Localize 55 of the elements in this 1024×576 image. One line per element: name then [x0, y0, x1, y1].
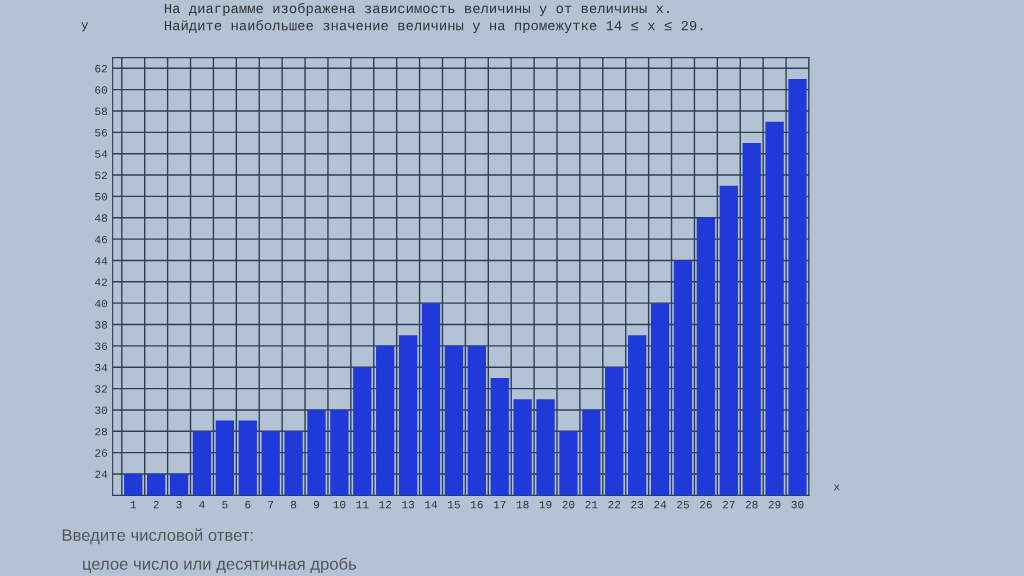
- x-tick-label: 17: [493, 500, 506, 509]
- x-tick-label: 28: [745, 500, 758, 509]
- x-tick-label: 30: [791, 500, 804, 509]
- y-tick-label: 30: [95, 406, 108, 415]
- y-tick-label: 58: [95, 107, 108, 116]
- x-tick-label: 2: [153, 500, 159, 509]
- x-axis-title: x: [833, 484, 840, 491]
- x-tick-label: 19: [539, 500, 552, 509]
- y-tick-label: 34: [95, 363, 108, 372]
- x-tick-label: 26: [700, 500, 712, 509]
- y-tick-label: 60: [95, 86, 108, 94]
- y-tick-label: 36: [95, 342, 108, 351]
- chart-title: На диаграмме изображена зависимость величины y от величины x. Найдите наибольшее значение величины y на промежутке 14 ≤ x ≤ 29.: [164, 2, 703, 34]
- x-tick-label: 11: [356, 500, 369, 509]
- x-tick-label: 22: [608, 500, 621, 509]
- y-axis-title: y: [81, 22, 89, 32]
- x-tick-label: 8: [290, 500, 297, 509]
- x-tick-label: 21: [585, 500, 598, 509]
- x-tick-label: 10: [333, 500, 346, 509]
- y-tick-label: 46: [95, 235, 108, 244]
- y-tick-label: 44: [95, 257, 108, 265]
- y-tick-label: 38: [95, 321, 108, 329]
- y-tick-label: 42: [95, 278, 107, 286]
- y-tick-label: 50: [95, 193, 108, 201]
- y-tick-label: 32: [95, 385, 107, 393]
- x-tick-label: 6: [245, 500, 251, 509]
- y-tick-label: 24: [95, 470, 108, 479]
- y-tick-label: 28: [95, 427, 108, 436]
- x-tick-label: 18: [516, 500, 529, 509]
- y-tick-label: 56: [95, 128, 108, 137]
- x-tick-label: 16: [470, 500, 483, 509]
- y-tick-label: 26: [95, 449, 108, 457]
- x-tick-label: 1: [130, 500, 137, 509]
- y-tick-label: 62: [95, 64, 107, 73]
- x-tick-label: 12: [379, 500, 392, 509]
- x-tick-label: 7: [268, 500, 274, 509]
- text: Введите числовой ответ:: [62, 528, 253, 545]
- y-tick-label: 48: [95, 214, 108, 222]
- y-tick-label: 54: [95, 150, 108, 158]
- x-tick-label: 5: [222, 500, 228, 509]
- text: целое число или десятичная дробь: [83, 557, 357, 574]
- x-tick-label: 23: [631, 500, 644, 509]
- x-tick-label: 20: [562, 500, 575, 509]
- y-tick-label: 40: [95, 299, 108, 308]
- x-tick-label: 13: [402, 500, 415, 509]
- x-tick-label: 29: [768, 500, 781, 509]
- x-tick-label: 14: [425, 500, 438, 509]
- x-tick-label: 4: [199, 500, 205, 509]
- x-tick-label: 15: [448, 500, 460, 509]
- x-tick-label: 3: [176, 500, 182, 509]
- x-tick-label: 9: [313, 500, 320, 509]
- x-tick-label: 25: [677, 500, 689, 509]
- x-tick-label: 27: [722, 500, 735, 509]
- x-tick-label: 24: [654, 500, 667, 509]
- y-tick-label: 52: [95, 171, 107, 180]
